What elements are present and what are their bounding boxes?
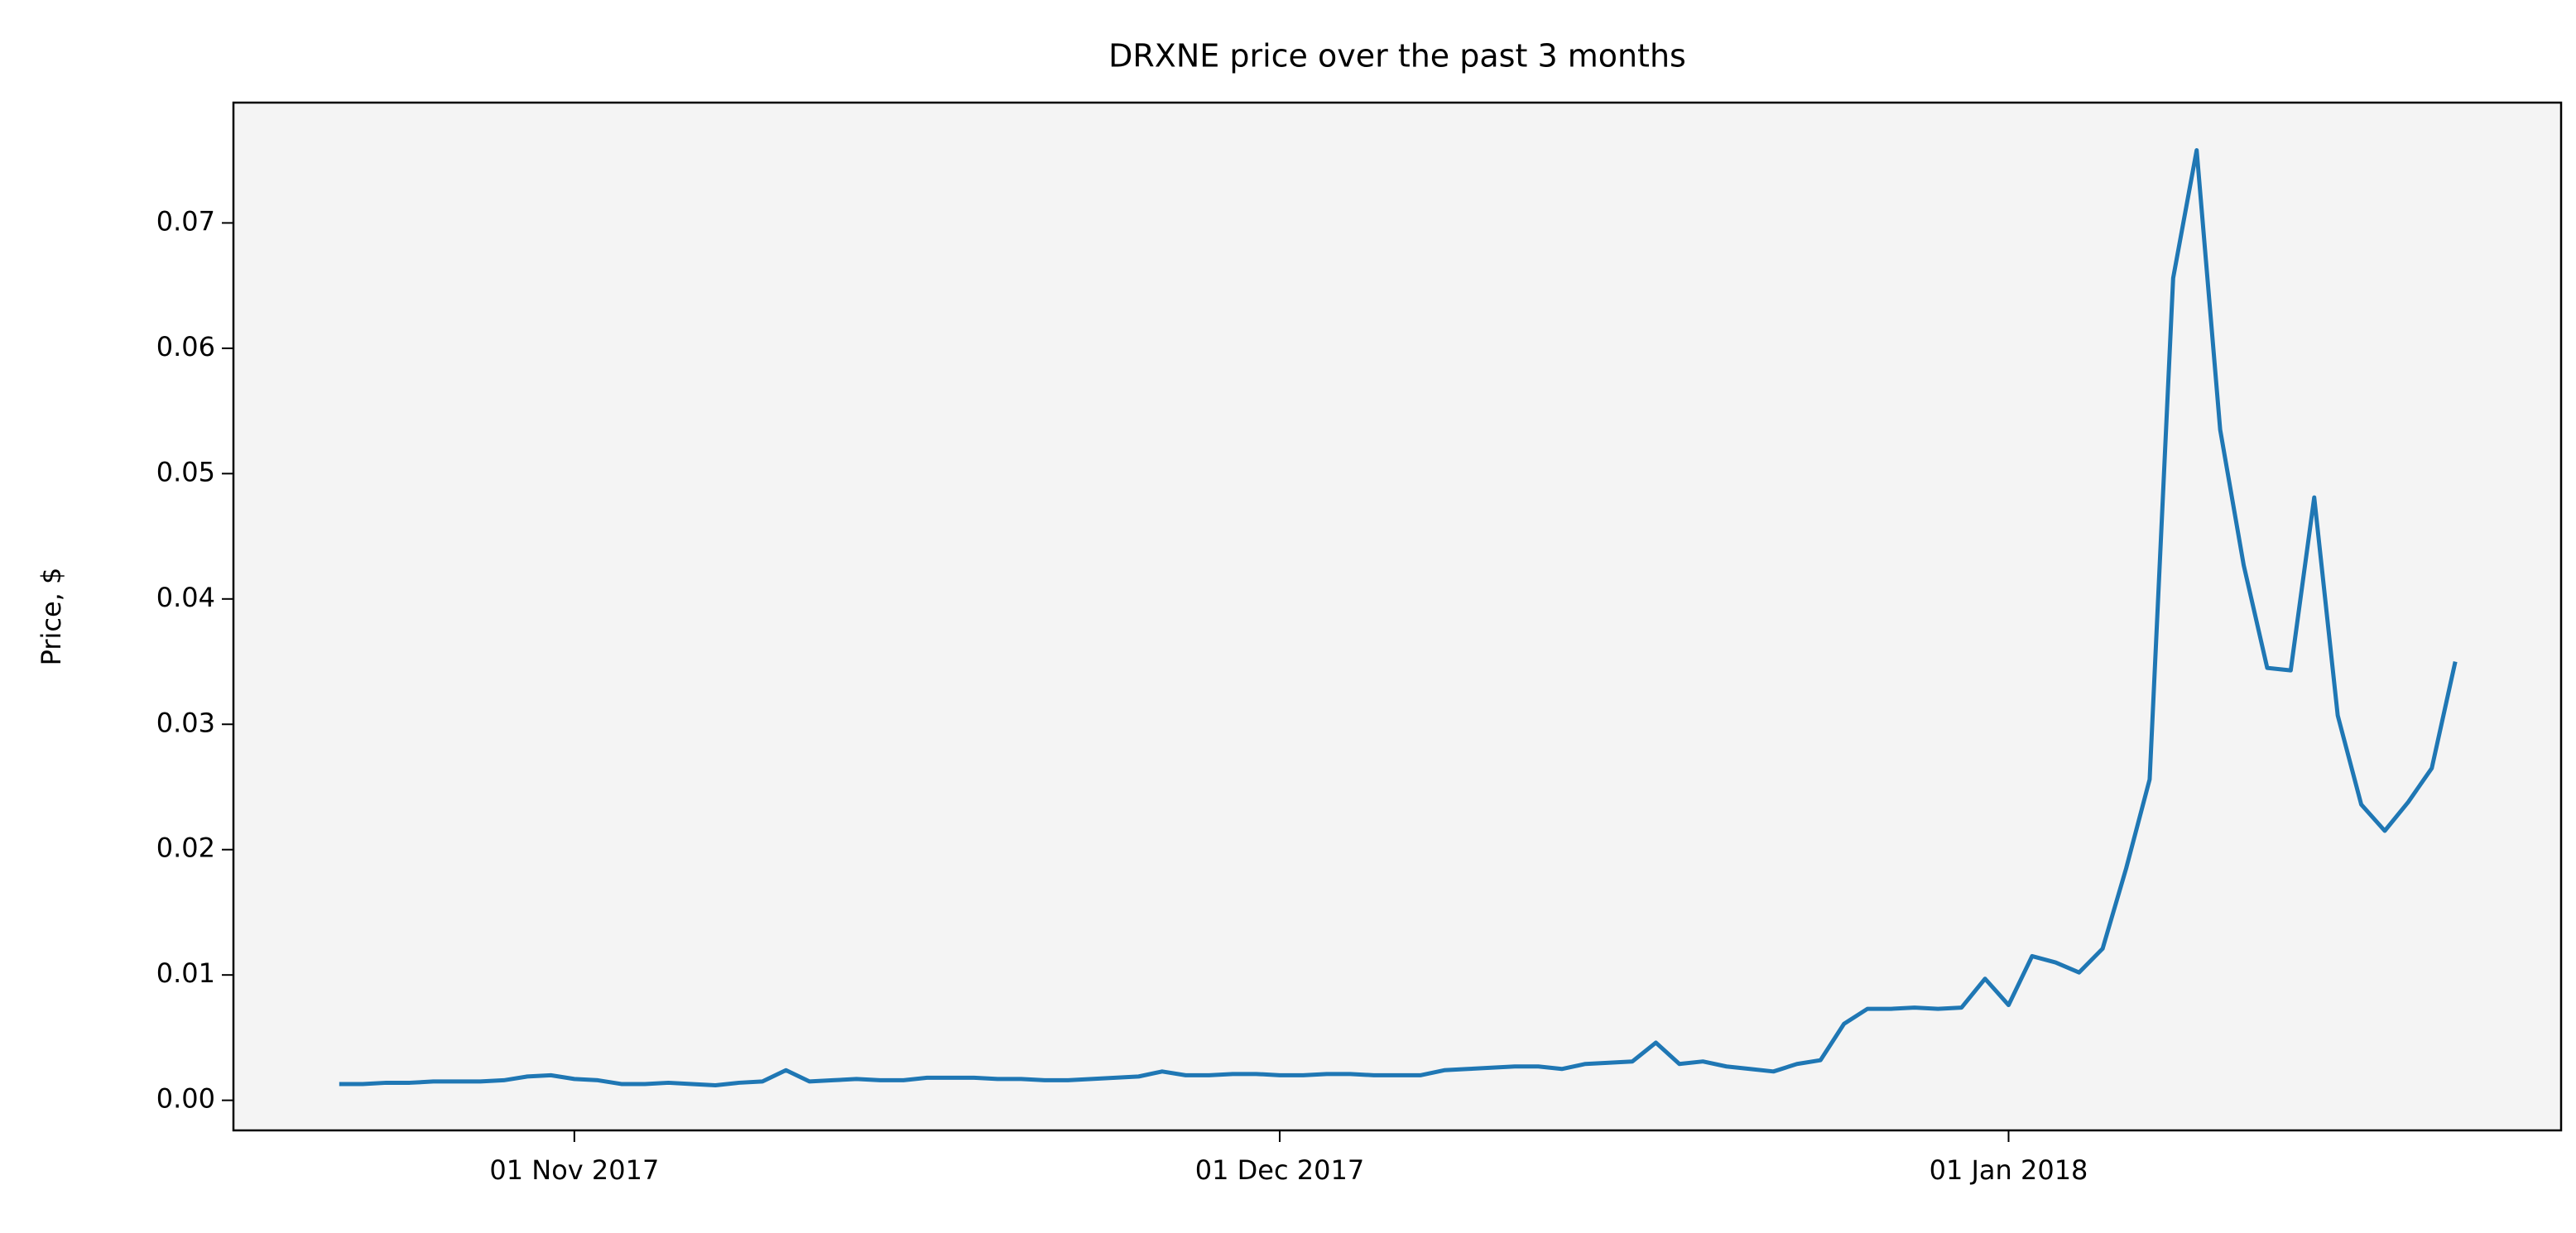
y-tick-label: 0.04: [156, 582, 215, 613]
y-tick-label: 0.03: [156, 707, 215, 738]
chart-title: DRXNE price over the past 3 months: [1108, 38, 1686, 74]
y-axis-label: Price, $: [36, 568, 67, 666]
y-tick-label: 0.01: [156, 957, 215, 989]
plot-background: [233, 103, 2561, 1130]
y-tick-label: 0.06: [156, 331, 215, 362]
x-tick-label: 01 Dec 2017: [1195, 1154, 1364, 1186]
x-tick-label: 01 Jan 2018: [1930, 1154, 2088, 1186]
y-tick-label: 0.02: [156, 832, 215, 864]
y-tick-label: 0.00: [156, 1083, 215, 1115]
price-line: [339, 148, 2458, 1087]
y-tick-label: 0.07: [156, 205, 215, 237]
x-tick-label: 01 Nov 2017: [489, 1154, 659, 1186]
y-tick-label: 0.05: [156, 456, 215, 487]
axes-frame: [232, 101, 2563, 1132]
